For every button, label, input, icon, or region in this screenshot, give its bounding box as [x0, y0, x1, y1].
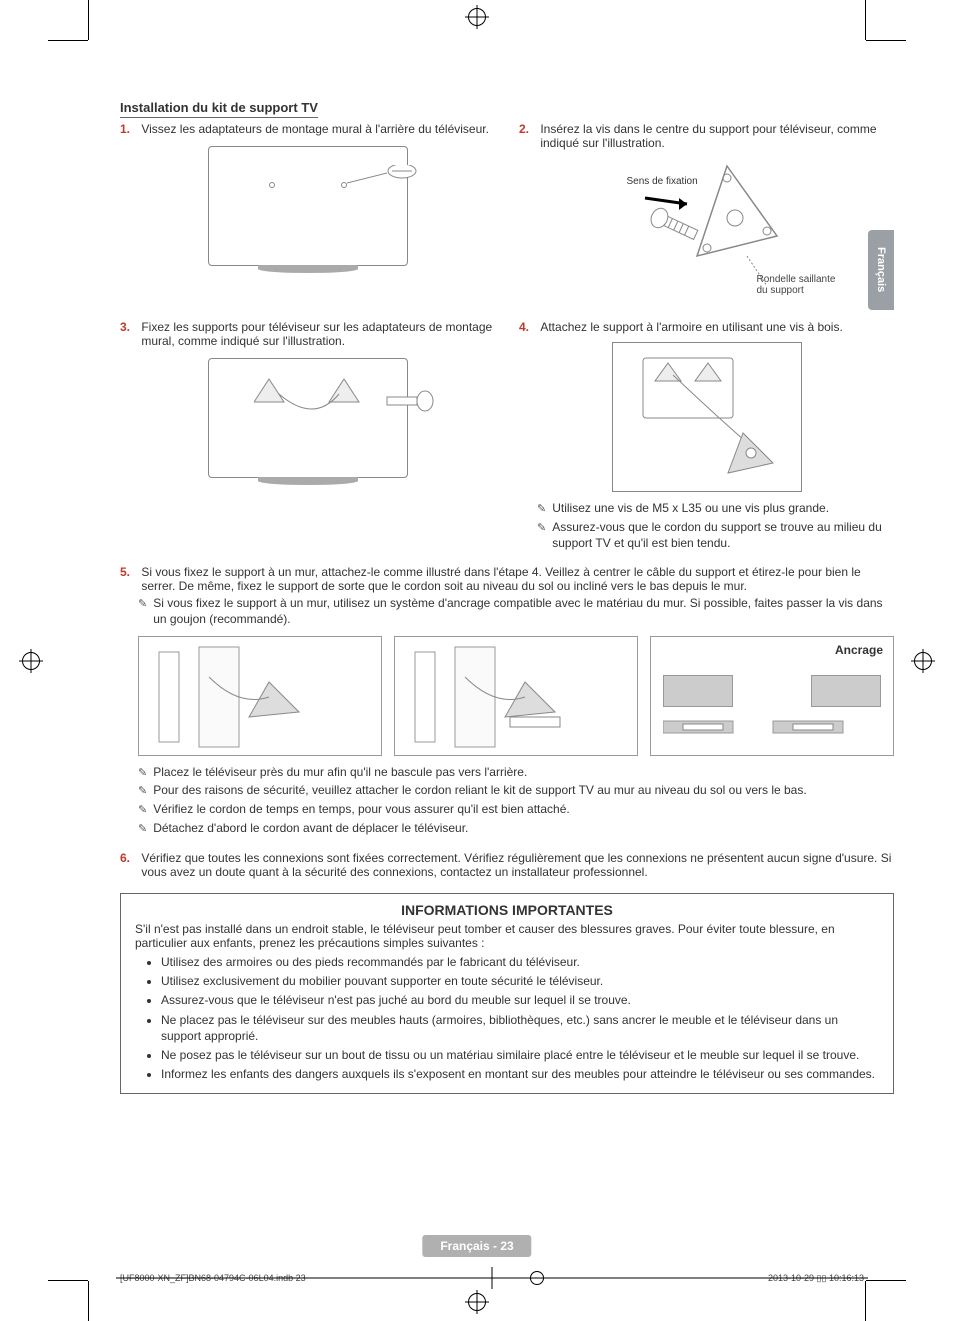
step-text: Si vous fixez le support à un mur, attac… — [141, 565, 893, 593]
step-text: Vissez les adaptateurs de montage mural … — [141, 122, 494, 136]
important-item: Ne placez pas le téléviseur sur des meub… — [161, 1012, 879, 1044]
note-icon — [138, 764, 147, 781]
panel-wall-mount-1 — [138, 636, 382, 756]
important-info-box: INFORMATIONS IMPORTANTES S'il n'est pas … — [120, 893, 894, 1094]
important-list: Utilisez des armoires ou des pieds recom… — [135, 954, 879, 1082]
step-text: Insérez la vis dans le centre du support… — [540, 122, 893, 150]
crop-mark — [48, 1280, 88, 1281]
row-steps-3-4: 3. Fixez les supports pour téléviseur su… — [120, 320, 894, 565]
step-1: 1. Vissez les adaptateurs de montage mur… — [120, 122, 495, 266]
crop-mark — [88, 0, 89, 40]
language-tab: Français — [868, 230, 894, 310]
step-2: 2. Insérez la vis dans le centre du supp… — [519, 122, 894, 306]
registration-mark-icon — [22, 652, 40, 670]
note-text: Si vous fixez le support à un mur, utili… — [153, 595, 894, 627]
registration-mark-icon — [468, 8, 486, 26]
fixation-direction-label: Sens de fixation — [627, 176, 698, 187]
wall-mount-svg-icon — [395, 637, 637, 755]
important-intro: S'il n'est pas installé dans un endroit … — [135, 922, 879, 950]
registration-mark-icon — [530, 1271, 544, 1285]
note-text: Vérifiez le cordon de temps en temps, po… — [153, 801, 570, 818]
anchor-label: Ancrage — [835, 643, 883, 657]
panel-wall-mount-2 — [394, 636, 638, 756]
washer-label: Rondelle saillante du support — [757, 274, 847, 296]
language-tab-label: Français — [875, 247, 887, 292]
note: Utilisez une vis de M5 x L35 ou une vis … — [537, 500, 894, 517]
note-icon — [138, 801, 147, 818]
illustration-cabinet — [612, 342, 802, 492]
note-text: Assurez-vous que le cordon du support se… — [552, 519, 894, 551]
step-4: 4. Attachez le support à l'armoire en ut… — [519, 320, 894, 551]
crop-mark — [88, 1281, 89, 1321]
important-item: Assurez-vous que le téléviseur n'est pas… — [161, 992, 879, 1008]
crop-mark — [865, 0, 866, 40]
note-icon — [537, 519, 546, 551]
bracket-pair-icon — [254, 374, 374, 434]
crop-mark — [866, 40, 906, 41]
step-number: 4. — [519, 320, 537, 334]
panel-anchor: Ancrage — [650, 636, 894, 756]
note-text: Pour des raisons de sécurité, veuillez a… — [153, 782, 806, 799]
note: Vérifiez le cordon de temps en temps, po… — [138, 801, 894, 818]
section-title: Installation du kit de support TV — [120, 100, 318, 118]
note: Pour des raisons de sécurité, veuillez a… — [138, 782, 894, 799]
anchor-svg-icon — [663, 713, 863, 743]
illustration-tv-with-brackets — [208, 358, 408, 478]
illustration-tv-back — [208, 146, 408, 266]
note-icon — [537, 500, 546, 517]
step-number: 5. — [120, 565, 138, 579]
screw-icon — [377, 389, 437, 419]
step-number: 1. — [120, 122, 138, 136]
important-item: Informez les enfants des dangers auxquel… — [161, 1066, 879, 1082]
row-steps-1-2: 1. Vissez les adaptateurs de montage mur… — [120, 122, 894, 320]
important-title: INFORMATIONS IMPORTANTES — [135, 902, 879, 918]
note: Assurez-vous que le cordon du support se… — [537, 519, 894, 551]
step-3: 3. Fixez les supports pour téléviseur su… — [120, 320, 495, 478]
important-item: Utilisez des armoires ou des pieds recom… — [161, 954, 879, 970]
registration-mark-icon — [468, 1293, 486, 1311]
wall-mount-svg-icon — [139, 637, 381, 755]
screw-icon — [347, 165, 427, 205]
illustration-bracket-screw: Sens de fixation — [627, 156, 787, 306]
step-5: 5. Si vous fixez le support à un mur, at… — [120, 565, 894, 837]
step-number: 3. — [120, 320, 138, 334]
important-item: Utilisez exclusivement du mobilier pouva… — [161, 973, 879, 989]
crop-mark — [866, 1280, 906, 1281]
note-icon — [138, 595, 147, 627]
step-6: 6. Vérifiez que toutes les connexions so… — [120, 851, 894, 879]
step-number: 2. — [519, 122, 537, 136]
crop-mark — [865, 1281, 866, 1321]
triple-illustration: Ancrage — [138, 636, 894, 756]
note-icon — [138, 820, 147, 837]
step-text: Fixez les supports pour téléviseur sur l… — [141, 320, 494, 348]
note: Détachez d'abord le cordon avant de dépl… — [138, 820, 894, 837]
note-icon — [138, 782, 147, 799]
note: Si vous fixez le support à un mur, utili… — [138, 595, 894, 627]
crop-mark — [48, 40, 88, 41]
cabinet-svg-icon — [633, 353, 783, 483]
note-text: Placez le téléviseur près du mur afin qu… — [153, 764, 527, 781]
document-meta: [UF8000-XN_ZF]BN68-04794C-06L04.indb 23 … — [120, 1271, 864, 1285]
note: Placez le téléviseur près du mur afin qu… — [138, 764, 894, 781]
important-item: Ne posez pas le téléviseur sur un bout d… — [161, 1047, 879, 1063]
registration-mark-icon — [914, 652, 932, 670]
note-text: Utilisez une vis de M5 x L35 ou une vis … — [552, 500, 829, 517]
note-text: Détachez d'abord le cordon avant de dépl… — [153, 820, 468, 837]
manual-page: Français Installation du kit de support … — [0, 0, 954, 1321]
step-text: Vérifiez que toutes les connexions sont … — [141, 851, 893, 879]
step-number: 6. — [120, 851, 138, 865]
step-text: Attachez le support à l'armoire en utili… — [540, 320, 893, 334]
page-footer: Français - 23 — [422, 1235, 531, 1257]
